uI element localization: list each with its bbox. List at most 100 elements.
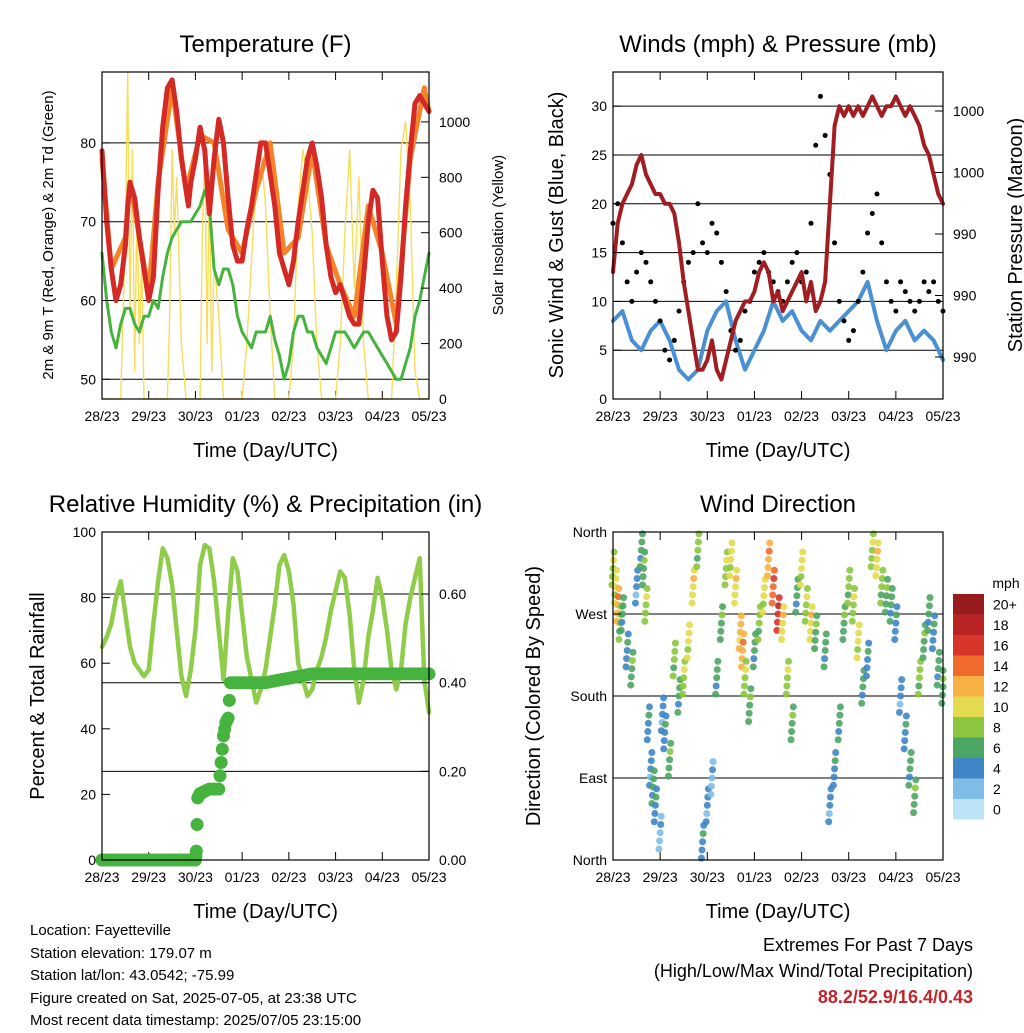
x-tick-label: 04/23 (878, 408, 913, 424)
direction-point (834, 736, 842, 744)
direction-point (935, 648, 943, 656)
figure-created: Figure created on Sat, 2025-07-05, at 23… (30, 989, 357, 1007)
direction-point (872, 564, 880, 572)
direction-point (671, 639, 679, 647)
direction-point (644, 719, 652, 727)
precip-point (215, 742, 229, 756)
gust-point (643, 259, 649, 265)
direction-point (911, 792, 919, 800)
y2-tick-label: 990 (953, 349, 977, 365)
direction-point (633, 574, 641, 582)
direction-point (920, 637, 928, 645)
y-tick-label: 100 (73, 524, 97, 540)
direction-point (867, 563, 875, 571)
direction-point (933, 681, 941, 689)
x-tick-label: 04/23 (878, 869, 913, 885)
direction-point (739, 638, 747, 646)
y-tick-label: 70 (80, 214, 96, 230)
gust-point (723, 289, 729, 295)
gust-point (883, 279, 889, 285)
direction-point (806, 627, 814, 635)
direction-point (614, 593, 622, 601)
x-tick-label: 01/23 (225, 408, 260, 424)
x-tick-label: 02/23 (784, 869, 819, 885)
colorbar-swatch (953, 655, 984, 676)
direction-point (897, 692, 905, 700)
direction-point (661, 728, 669, 736)
direction-point (900, 745, 908, 753)
direction-point (893, 603, 901, 611)
direction-point (865, 639, 873, 647)
direction-point (831, 765, 839, 773)
direction-point (712, 682, 720, 690)
direction-point (624, 638, 632, 646)
direction-point (783, 674, 791, 682)
direction-point (727, 547, 735, 555)
direction-point (674, 700, 682, 708)
direction-point (679, 682, 687, 690)
x-axis-label: Time (Day/UTC) (193, 901, 338, 923)
colorbar-label: 12 (993, 678, 1009, 694)
direction-point (685, 629, 693, 637)
y-tick-label: 60 (80, 293, 96, 309)
gust-point (794, 250, 800, 256)
y-tick-label: 0 (88, 852, 96, 868)
direction-point (662, 712, 670, 720)
direction-point (935, 656, 943, 664)
precip-point (213, 769, 227, 783)
gust-point (756, 259, 762, 265)
plot-frame (612, 71, 944, 400)
y-axis-label: Sonic Wind & Gust (Blue, Black) (546, 92, 568, 379)
winds-title: Winds (mph) & Pressure (mb) (619, 31, 936, 58)
direction-point (641, 609, 649, 617)
direction-point (650, 767, 658, 775)
gust-point (850, 328, 856, 334)
direction-point (919, 654, 927, 662)
y2-axis-label: Solar Insolation (Yellow) (490, 155, 507, 315)
direction-point (788, 719, 796, 727)
direction-point (887, 601, 895, 609)
direction-point (879, 566, 887, 574)
gust-point (935, 298, 941, 304)
direction-point (835, 728, 843, 736)
direction-point (872, 572, 880, 580)
colorbar: mph 0 2 4 6 8 10 12 14 16 18 20+ (953, 575, 1020, 820)
direction-point (694, 546, 702, 554)
x-tick-label: 03/23 (318, 869, 353, 885)
direction-point (855, 629, 863, 637)
direction-point (884, 575, 892, 583)
direction-point (631, 599, 639, 607)
gust-point (907, 298, 913, 304)
gust-point (685, 259, 691, 265)
direction-point (770, 574, 778, 582)
direction-point (853, 654, 861, 662)
direction-point (826, 793, 834, 801)
x-tick-label: 05/23 (411, 869, 446, 885)
direction-point (864, 647, 872, 655)
direction-point (647, 757, 655, 765)
direction-point (915, 674, 923, 682)
direction-point (627, 681, 635, 689)
series-green (100, 188, 431, 381)
direction-point (825, 818, 833, 826)
direction-point (657, 812, 665, 820)
colorbar-label: 2 (993, 781, 1001, 797)
direction-point (789, 703, 797, 711)
y-tick-label: 25 (591, 147, 607, 163)
x-tick-label: 05/23 (925, 869, 960, 885)
direction-point (897, 684, 905, 692)
gust-point (634, 269, 640, 275)
direction-point (666, 756, 674, 764)
direction-point (855, 621, 863, 629)
direction-point (898, 676, 906, 684)
direction-point (905, 773, 913, 781)
direction-point (759, 600, 767, 608)
y2-tick-label: 400 (439, 280, 463, 296)
direction-point (610, 548, 618, 556)
y-axis-label: 2m & 9m T (Red, Orange) & 2m Td (Green) (40, 90, 57, 379)
direction-point (925, 610, 933, 618)
x-tick-label: 28/23 (595, 869, 630, 885)
direction-point (769, 591, 777, 599)
gust-point (638, 250, 644, 256)
colorbar-label: 8 (993, 719, 1001, 735)
